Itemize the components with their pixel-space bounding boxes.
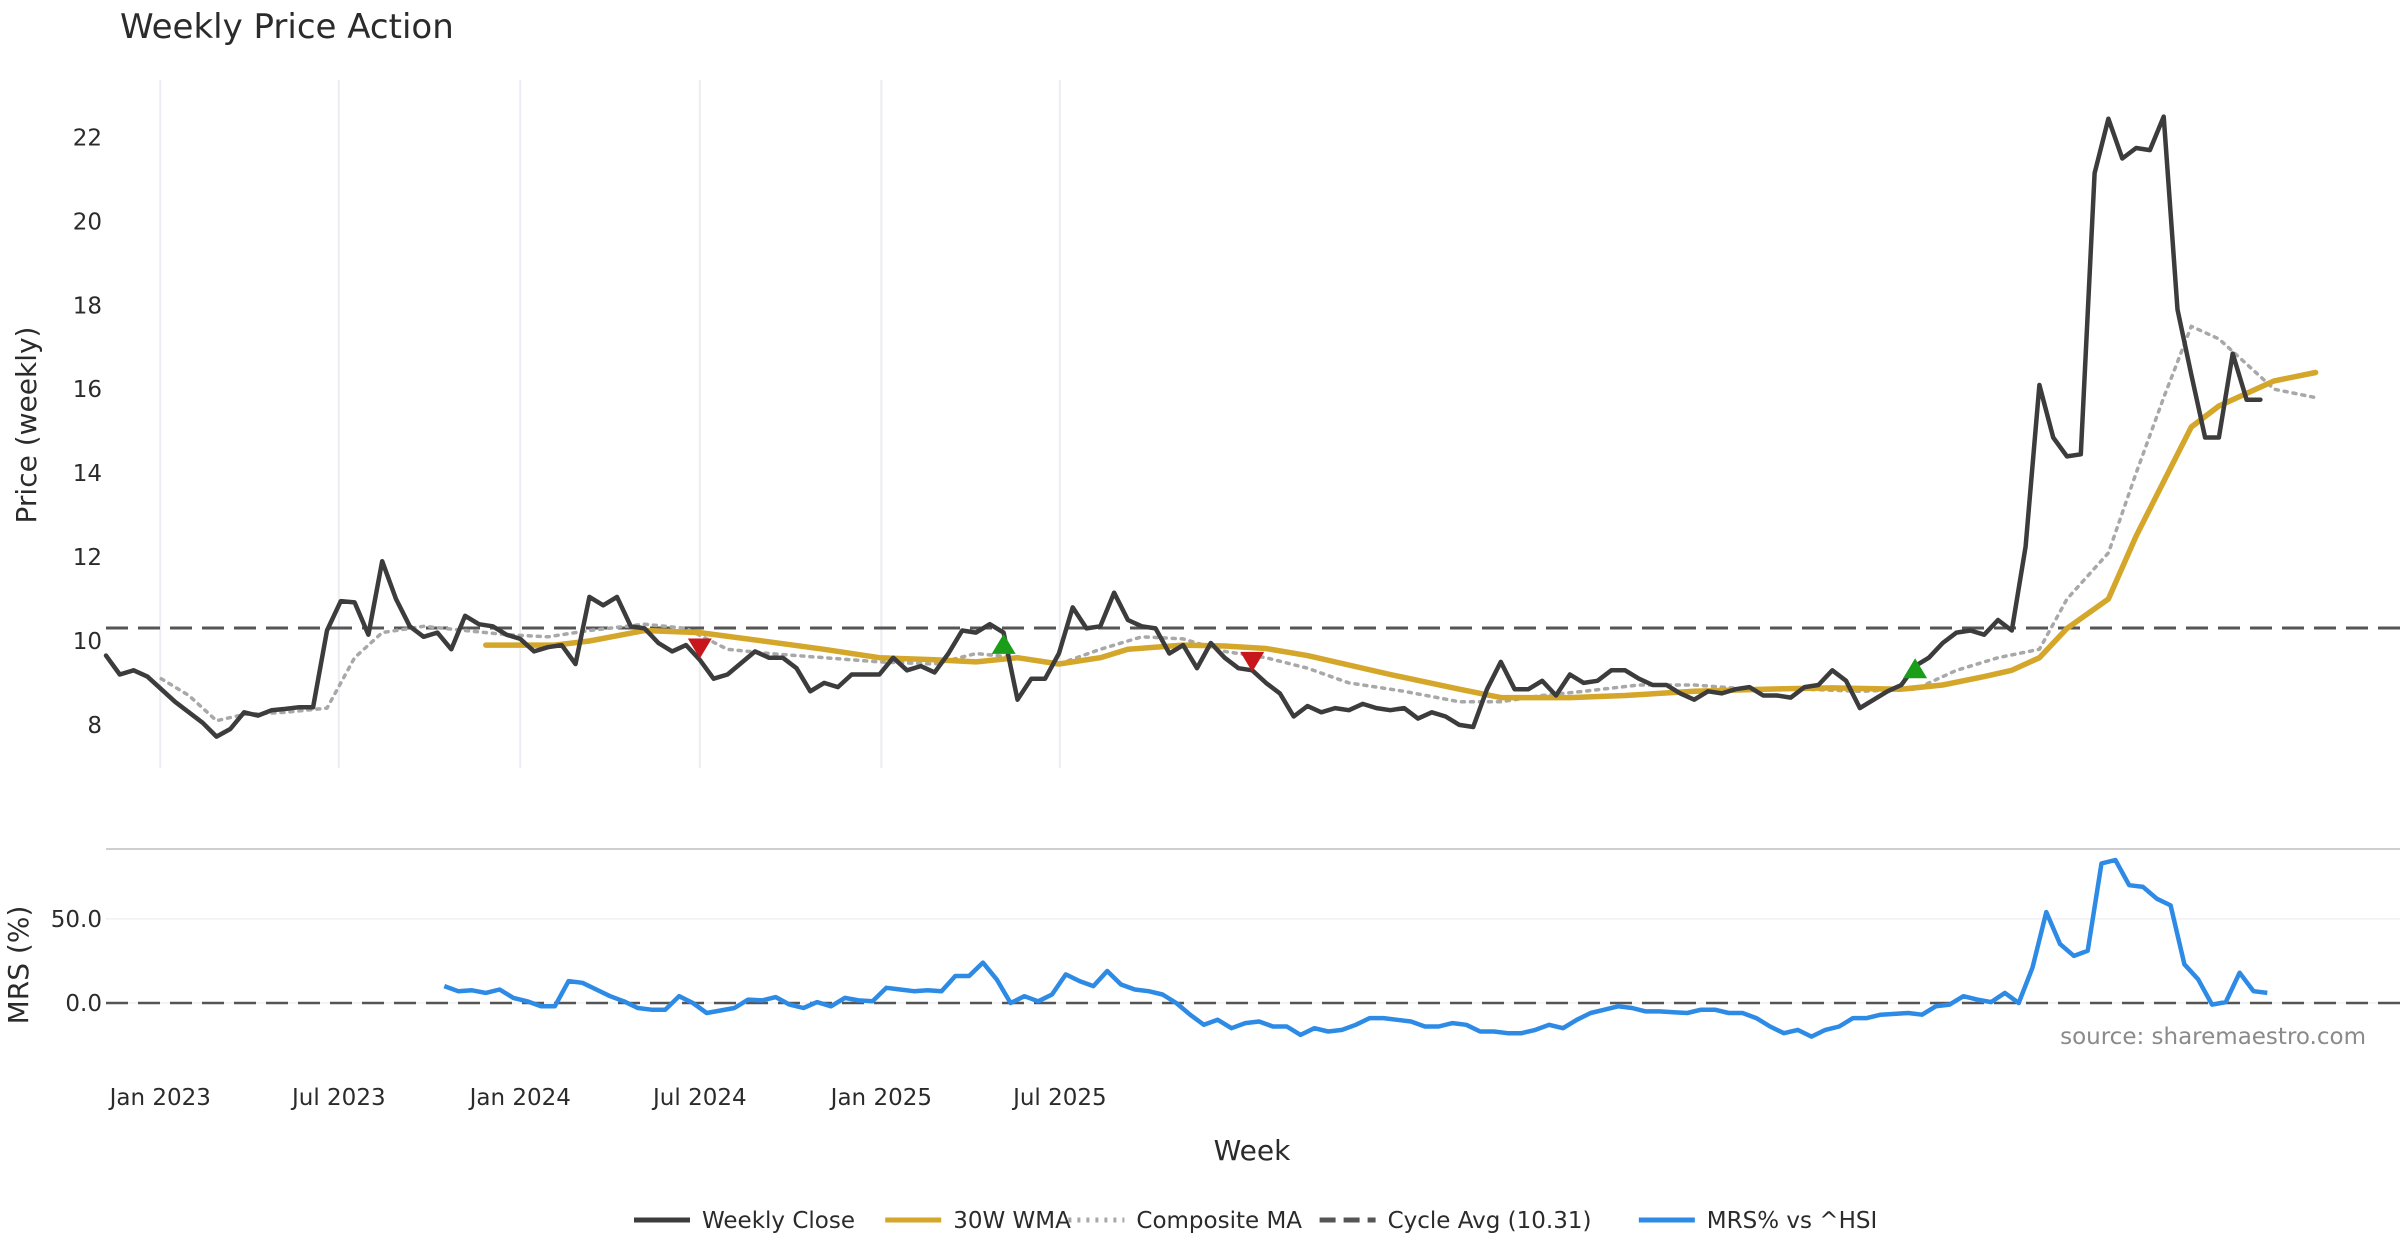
series-30w-wma bbox=[483, 369, 2319, 701]
price-y-tick-2: 12 bbox=[73, 545, 102, 571]
sell-signal-marker-2 bbox=[1240, 651, 1265, 672]
x-tick-label-1: Jul 2023 bbox=[290, 1085, 386, 1111]
legend-label-3: Cycle Avg (10.31) bbox=[1388, 1208, 1592, 1234]
x-ticks: Jan 2023 Jul 2023 Jan 2024 Jul 2024 Jan 2025… bbox=[108, 1085, 1107, 1111]
price-y-ticks: 8 10 12 14 16 18 20 22 bbox=[73, 126, 102, 739]
buy-signal-marker-3 bbox=[1903, 658, 1928, 679]
x-tick-label-4: Jan 2025 bbox=[829, 1085, 932, 1111]
price-y-tick-4: 16 bbox=[73, 377, 102, 403]
price-y-tick-7: 22 bbox=[73, 126, 102, 152]
price-y-tick-3: 14 bbox=[73, 461, 102, 487]
legend-label-4: MRS% vs ^HSI bbox=[1707, 1208, 1877, 1234]
legend-label-2: Composite MA bbox=[1136, 1208, 1302, 1234]
mrs-y-axis-title: MRS (%) bbox=[2, 906, 35, 1025]
sell-signal-marker-0 bbox=[687, 638, 712, 659]
buy-signal-marker-1 bbox=[991, 633, 1016, 654]
price-grid bbox=[159, 80, 1061, 768]
series-weekly-close bbox=[103, 114, 2263, 739]
source-note: source: sharemaestro.com bbox=[2060, 1024, 2366, 1050]
mrs-y-tick-0: 0.0 bbox=[65, 991, 102, 1017]
legend-label-1: 30W WMA bbox=[953, 1208, 1071, 1234]
mrs-y-tick-1: 50.0 bbox=[51, 907, 102, 933]
signal-markers bbox=[687, 633, 1928, 679]
legend: Weekly Close 30W WMA Composite MA Cycle Avg… bbox=[634, 1208, 1877, 1234]
chart-title: Weekly Price Action bbox=[120, 7, 454, 47]
price-lines bbox=[103, 114, 2400, 739]
price-y-tick-5: 18 bbox=[73, 293, 102, 319]
mrs-y-ticks: 0.0 50.0 bbox=[51, 907, 2400, 1017]
series-composite-ma bbox=[159, 324, 2318, 723]
legend-label-0: Weekly Close bbox=[702, 1208, 855, 1234]
x-tick-label-0: Jan 2023 bbox=[108, 1085, 211, 1111]
price-y-axis-title: Price (weekly) bbox=[10, 327, 43, 524]
x-tick-label-2: Jan 2024 bbox=[468, 1085, 571, 1111]
x-axis-title: Week bbox=[1214, 1134, 1291, 1167]
price-y-tick-1: 10 bbox=[73, 629, 102, 655]
x-tick-label-3: Jul 2024 bbox=[651, 1085, 747, 1111]
price-y-tick-6: 20 bbox=[73, 209, 102, 235]
x-tick-label-5: Jul 2025 bbox=[1011, 1085, 1107, 1111]
price-y-tick-0: 8 bbox=[87, 713, 102, 739]
mrs-lines bbox=[106, 857, 2400, 1039]
series-mrs-vs-hsi bbox=[443, 857, 2268, 1039]
